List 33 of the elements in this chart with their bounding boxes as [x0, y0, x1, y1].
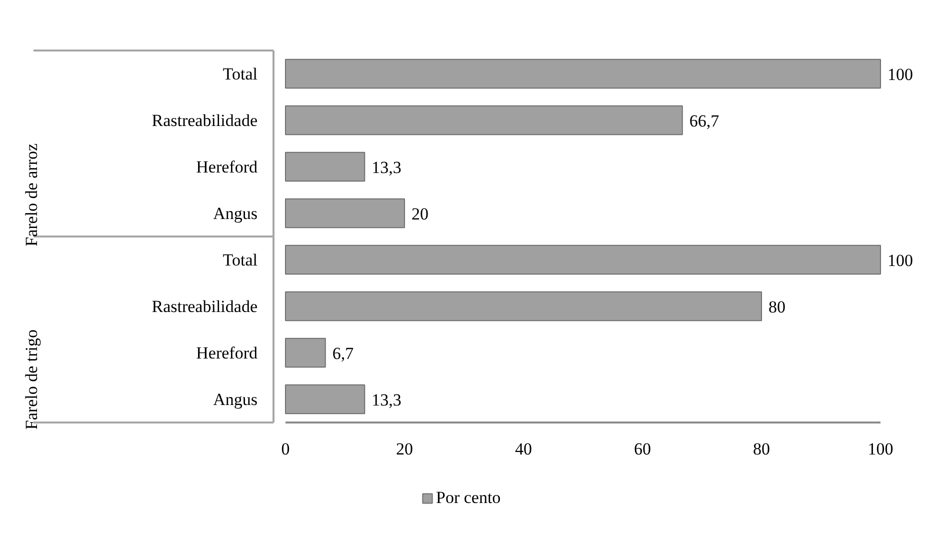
- y-tick-label: Total: [222, 250, 258, 270]
- y-tick-label: Rastreabilidade: [152, 110, 258, 130]
- legend-label: Por cento: [436, 488, 501, 508]
- x-tick-label: 80: [753, 440, 770, 458]
- x-tick-label: 20: [396, 440, 413, 458]
- bar: [285, 58, 881, 89]
- data-label: 80: [768, 297, 786, 316]
- data-label: 6,7: [332, 344, 354, 363]
- y-tick-label: Angus: [213, 390, 258, 409]
- bar: [285, 338, 326, 368]
- data-label: 66,7: [689, 111, 720, 130]
- bar: [285, 384, 366, 414]
- text: Farelo de trigo: [22, 329, 41, 430]
- y-tick-label: Angus: [213, 204, 258, 223]
- y-tick-label: Hereford: [196, 157, 258, 176]
- bar: [285, 198, 405, 228]
- data-label: 13,3: [372, 158, 402, 177]
- x-tick-label: 40: [515, 440, 532, 458]
- y-tick-label: Total: [222, 64, 258, 84]
- x-tick-label: 100: [868, 440, 894, 458]
- data-label: 13,3: [372, 390, 402, 410]
- bar: [285, 105, 683, 136]
- data-label: 100: [888, 250, 913, 270]
- text: Farelo de arroz: [22, 143, 41, 246]
- x-tick-label: 0: [281, 440, 290, 458]
- bar: [285, 152, 366, 182]
- y-tick-label: Hereford: [196, 343, 258, 362]
- bar: [285, 291, 762, 322]
- x-tick-label: 60: [634, 440, 651, 458]
- bar: [285, 244, 881, 275]
- data-label: 20: [412, 204, 428, 224]
- y-tick-label: Rastreabilidade: [152, 296, 258, 316]
- data-label: 100: [888, 64, 913, 84]
